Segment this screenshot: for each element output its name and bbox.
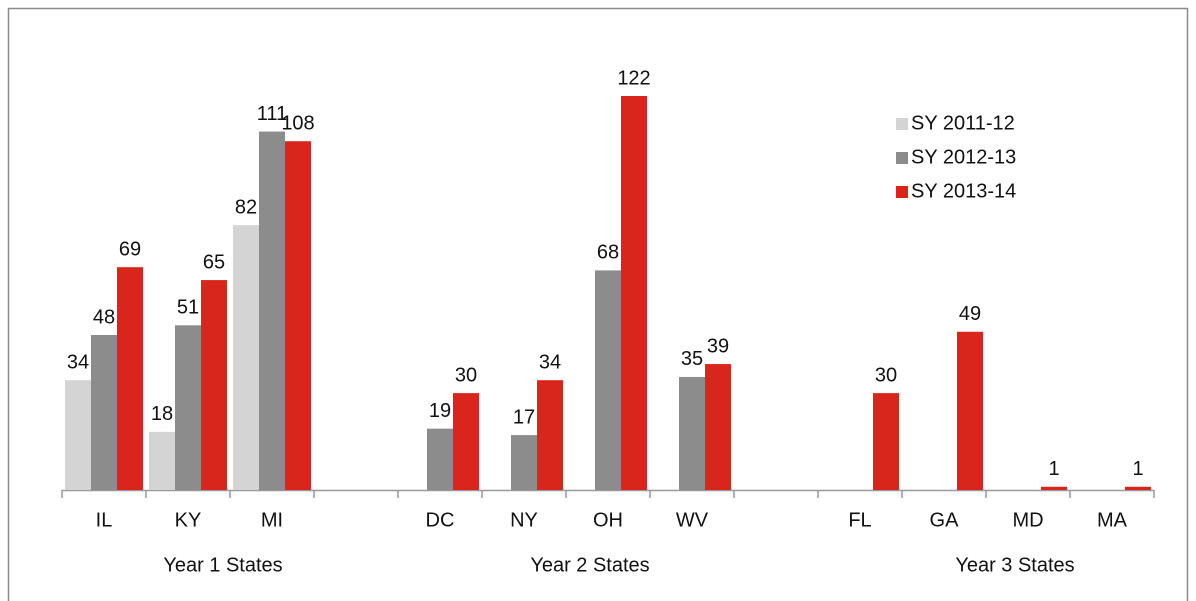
value-label: 1 — [1048, 458, 1059, 480]
bar — [453, 393, 479, 490]
bar — [259, 131, 285, 490]
value-label: 51 — [177, 297, 199, 319]
bar — [285, 141, 311, 490]
bar — [595, 270, 621, 490]
bar — [201, 280, 227, 490]
bar — [427, 428, 453, 490]
bar — [537, 380, 563, 490]
value-label: 19 — [429, 400, 451, 422]
value-label: 18 — [151, 403, 173, 425]
value-label: 34 — [67, 351, 89, 373]
bar — [511, 435, 537, 490]
value-label: 69 — [119, 238, 141, 260]
value-label: 65 — [203, 251, 225, 273]
value-label: 34 — [539, 351, 561, 373]
x-tick-label: WV — [676, 509, 709, 531]
value-label: 39 — [707, 335, 729, 357]
legend-swatch — [896, 152, 908, 164]
bar — [175, 325, 201, 490]
x-tick-label: FL — [848, 509, 871, 531]
group-label: Year 1 States — [163, 554, 282, 576]
value-label: 108 — [281, 112, 314, 134]
legend-swatch — [896, 118, 908, 130]
bar — [679, 376, 705, 490]
x-tick-label: IL — [96, 509, 113, 531]
value-label: 35 — [681, 348, 703, 370]
value-label: 1 — [1132, 458, 1143, 480]
value-label: 49 — [959, 303, 981, 325]
bar — [91, 334, 117, 490]
bar — [873, 393, 899, 490]
value-label: 30 — [875, 364, 897, 386]
bar — [1041, 486, 1067, 490]
legend-swatch — [896, 186, 908, 198]
x-tick-label: MD — [1012, 509, 1043, 531]
bar — [117, 267, 143, 490]
value-label: 82 — [235, 196, 257, 218]
value-label: 122 — [617, 67, 650, 89]
group-label: Year 3 States — [955, 554, 1074, 576]
bar — [233, 225, 259, 490]
value-label: 111 — [257, 103, 287, 125]
legend-label: SY 2011-12 — [911, 112, 1015, 134]
bar — [1125, 486, 1151, 490]
bar — [621, 96, 647, 490]
x-tick-label: MA — [1097, 509, 1128, 531]
bar — [705, 364, 731, 490]
bar — [149, 431, 175, 490]
x-tick-label: OH — [593, 509, 623, 531]
value-label: 30 — [455, 364, 477, 386]
x-tick-label: KY — [175, 509, 202, 531]
x-tick-label: GA — [930, 509, 960, 531]
group-label: Year 2 States — [530, 554, 649, 576]
value-label: 68 — [597, 242, 619, 264]
legend-label: SY 2012-13 — [911, 146, 1016, 168]
x-tick-label: DC — [426, 509, 455, 531]
value-label: 48 — [93, 306, 115, 328]
bar — [65, 380, 91, 490]
value-label: 17 — [513, 406, 535, 428]
legend-label: SY 2013-14 — [911, 180, 1016, 202]
bar — [957, 331, 983, 490]
x-tick-label: NY — [510, 509, 538, 531]
x-tick-label: MI — [261, 509, 283, 531]
